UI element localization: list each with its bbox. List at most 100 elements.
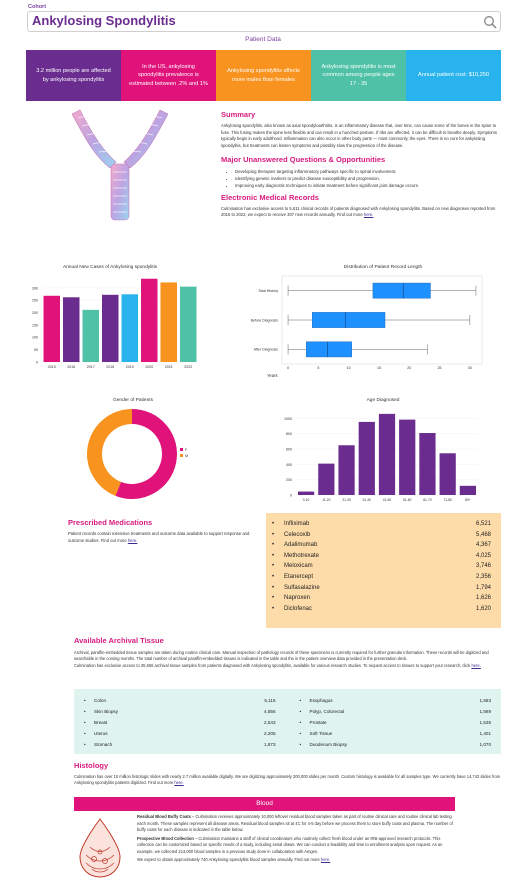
x-tick-label: 25 xyxy=(438,366,442,370)
y-tick-label: 100 xyxy=(32,336,38,340)
bar xyxy=(318,463,335,495)
x-tick-label: 31-40 xyxy=(363,498,372,502)
x-tick-label: 2022 xyxy=(184,365,192,369)
archival-paragraph2: Culmination has exclusive access to 35,6… xyxy=(74,663,501,670)
medication-count: 4,367 xyxy=(475,542,491,549)
spine-illustration xyxy=(71,109,169,221)
blood-p3-body: We expect to obtain approximately 740 An… xyxy=(137,857,320,863)
legend-label: F xyxy=(185,448,188,452)
medication-name: Adalimumab xyxy=(272,540,317,551)
charts-mid: Gender of Patients FM Age Diagnosed 0 200… xyxy=(86,397,478,502)
bar xyxy=(180,286,197,362)
bar xyxy=(378,413,396,495)
gender-chart-title: Gender of Patients xyxy=(113,397,154,403)
archival-body2: Culmination has exclusive access to 35,6… xyxy=(74,662,471,668)
medication-name: Naproxen xyxy=(272,593,310,604)
tissue-name: Prostate xyxy=(300,717,327,728)
emr-paragraph: Culmination has exclusive access to 5,61… xyxy=(221,206,501,219)
medications-link[interactable]: here. xyxy=(127,537,138,543)
blood-paragraph-2: Prospective Blood Collection – Culminati… xyxy=(137,836,455,856)
medication-count: 2,356 xyxy=(475,573,491,580)
x-tick-label: 30 xyxy=(468,366,472,370)
y-tick-label: 150 xyxy=(32,323,38,327)
tissue-name: Breast xyxy=(84,717,107,728)
medication-count: 4,025 xyxy=(475,552,491,559)
archival-link[interactable]: here. xyxy=(471,662,481,668)
bar xyxy=(298,491,315,495)
medication-count: 1,620 xyxy=(475,605,491,612)
tissue-name: Colon xyxy=(84,695,106,706)
tissue-name: Soft Tissue xyxy=(300,728,333,739)
list-item: Improving early diagnostic techniques to… xyxy=(235,182,501,189)
x-axis-label: Years xyxy=(267,373,278,378)
charts-top: Annual New Cases of Ankylosing spondylit… xyxy=(32,264,483,378)
emr-link[interactable]: here. xyxy=(363,212,374,218)
x-tick-label: 2019 xyxy=(126,365,134,369)
bar xyxy=(419,433,436,495)
tissue-count: 1,569 xyxy=(479,709,492,714)
stat-card: In the US, ankylosing spondylitis preval… xyxy=(121,50,216,101)
bar xyxy=(439,453,456,495)
medication-row: Infliximab 6,521 xyxy=(272,519,491,530)
list-item: Developing therapies targeting inflammat… xyxy=(235,168,501,175)
y-tick-label: 50 xyxy=(34,348,38,352)
x-tick-label: 2017 xyxy=(87,365,95,369)
tissue-count: 4,856 xyxy=(264,709,276,714)
bar xyxy=(43,295,60,362)
search-icon[interactable] xyxy=(480,12,500,32)
medication-name: Meloxicam xyxy=(272,561,313,572)
medication-row: Etanercept 2,356 xyxy=(272,572,491,583)
emr-body: Culmination has exclusive access to 5,61… xyxy=(221,205,496,218)
archival-heading: Available Archival Tissue xyxy=(74,636,164,645)
bar xyxy=(338,445,355,495)
tissue-name: Duodenum Biopsy xyxy=(300,739,348,750)
medication-count: 6,521 xyxy=(475,521,491,527)
distribution-chart-title: Distribution of Patient Record Length xyxy=(344,264,423,270)
blood-paragraph-1: Residual Blood Buffy Coats – Culmination… xyxy=(137,814,455,834)
age-chart-title: Age Diagnosed xyxy=(367,397,400,403)
emr-heading: Electronic Medical Records xyxy=(221,192,319,202)
tissue-row: Skin Biopsy 4,856 xyxy=(84,706,276,717)
bar xyxy=(82,309,99,362)
y-tick-label: 300 xyxy=(32,286,38,290)
row-label: Total History xyxy=(258,289,278,293)
box xyxy=(372,282,431,299)
search-box[interactable]: Ankylosing Spondylitis xyxy=(27,11,501,32)
medication-row: Meloxicam 3,746 xyxy=(272,561,491,572)
archival-body1: Archival, paraffin-embedded tissue sampl… xyxy=(74,649,489,662)
x-tick-label: 0 xyxy=(287,366,289,370)
blood-link[interactable]: here. xyxy=(320,857,331,863)
x-tick-label: 10 xyxy=(347,366,351,370)
medications-heading: Prescribed Medications xyxy=(68,518,153,527)
x-tick-label: 51-60 xyxy=(403,498,412,502)
y-tick-label: 200 xyxy=(286,478,292,482)
tissue-column-right: Esophagus 1,583 Polyp, Colorectal 1,569 Pros… xyxy=(300,695,492,754)
patient-data-link[interactable]: Patient Data xyxy=(245,36,281,43)
bar xyxy=(160,282,177,362)
x-tick-label: 21-30 xyxy=(342,498,351,502)
legend-label: M xyxy=(185,454,188,458)
annual-cases-chart: 0 50 100 150 200 250 300 2015 2016 2017 2018 2019 20… xyxy=(32,278,198,369)
stat-text: Ankylosing spondylitis is most common am… xyxy=(321,63,396,87)
tissue-name: Skin Biopsy xyxy=(84,706,118,717)
blood-p1-body: – Culmination receives approximately 10,… xyxy=(137,814,453,833)
histology-heading: Histology xyxy=(74,761,109,770)
tissue-row: Breast 2,543 xyxy=(84,717,276,728)
box xyxy=(306,341,352,358)
pie-slice xyxy=(115,409,178,499)
bar xyxy=(358,421,375,495)
y-tick-label: 400 xyxy=(286,463,292,467)
tissue-column-left: Colon 5,116 Skin Biopsy 4,856 Breast 2,543 Ute… xyxy=(84,695,276,754)
blood-p2-title: Prospective Blood Collection xyxy=(137,835,194,841)
page-title: Ankylosing Spondylitis xyxy=(32,13,176,29)
medication-row: Celecoxib 5,468 xyxy=(272,530,491,541)
tissue-count: 5,116 xyxy=(264,698,276,703)
cohort-label: Cohort xyxy=(28,4,47,10)
tissue-count: 1,583 xyxy=(479,698,492,703)
medication-name: Sulfasalazine xyxy=(272,583,320,594)
tissue-count: 2,543 xyxy=(264,720,276,725)
tissue-name: Polyp, Colorectal xyxy=(300,706,345,717)
stat-text: Annual patient cost: $10,250 xyxy=(418,72,489,79)
histology-link[interactable]: here. xyxy=(174,780,184,786)
medication-row: Sulfasalazine 1,794 xyxy=(272,583,491,594)
